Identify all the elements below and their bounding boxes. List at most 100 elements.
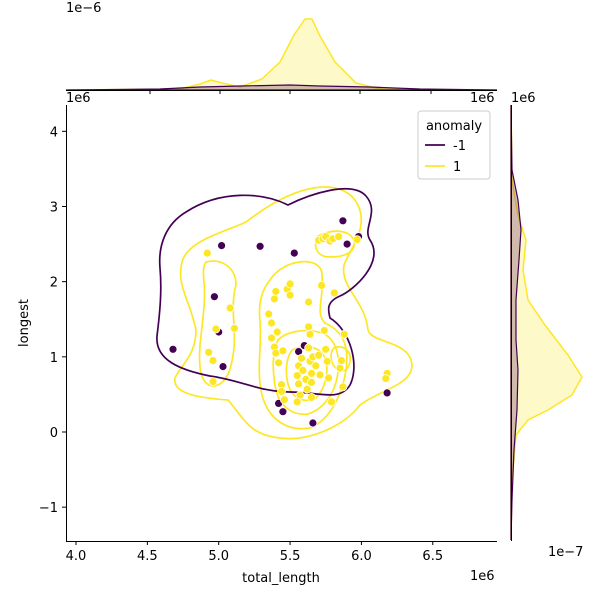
scatter-point-anomaly-1 [285, 290, 295, 300]
scatter-points [168, 216, 392, 428]
scatter-point-anomaly-1 [292, 371, 302, 381]
scatter-point-anomaly-1 [334, 232, 344, 242]
scatter-point-anomaly-1 [202, 248, 212, 258]
scatter-point-anomaly-1 [315, 370, 325, 380]
scatter-point-anomaly-1 [274, 358, 284, 368]
scatter-point-anomaly-1 [292, 397, 302, 407]
scatter-point-anomaly-1 [307, 392, 316, 402]
scatter-point-anomaly-1 [307, 377, 316, 387]
scatter-point-anomaly-1 [304, 343, 314, 353]
kde-contour-anomaly-minus1 [156, 187, 375, 396]
kde-contour-1-core [285, 345, 328, 402]
top-kde-anomaly-1-fill [65, 18, 497, 91]
scatter-point-anomaly-minus1 [218, 362, 228, 372]
scatter-point-anomaly-1 [204, 347, 214, 357]
scatter-point-anomaly-1 [338, 382, 348, 392]
x-tick-label: 4.0 [66, 549, 87, 564]
x-tick-label: 6.0 [351, 549, 372, 564]
scatter-point-anomaly-1 [229, 323, 239, 333]
x-tick-label: 5.5 [280, 549, 301, 564]
y-tick-label: 2 [50, 276, 58, 291]
top-marginal-plot: 1e−6 [65, 1, 498, 94]
scatter-point-anomaly-1 [269, 294, 279, 304]
scatter-point-anomaly-1 [271, 286, 281, 296]
right-marginal-offset-label: 1e−7 [548, 545, 583, 560]
scatter-point-anomaly-1 [208, 377, 218, 387]
x-offset-label: 1e6 [470, 569, 495, 584]
scatter-point-anomaly-minus1 [289, 248, 299, 258]
top-kde-anomaly-minus1-fill [65, 84, 498, 91]
scatter-point-anomaly-1 [211, 324, 221, 334]
right-marginal-plot: 1e−7 [510, 104, 583, 560]
y-axis-label: longest [17, 299, 32, 347]
legend-label-minus1: -1 [453, 139, 466, 154]
scatter-point-anomaly-minus1 [217, 241, 227, 251]
kde-contour-1-inner [272, 329, 340, 416]
legend-label-1: 1 [453, 160, 461, 175]
scatter-point-anomaly-minus1 [168, 344, 178, 354]
scatter-point-anomaly-1 [336, 356, 346, 366]
scatter-point-anomaly-1 [267, 318, 276, 328]
scatter-point-anomaly-1 [294, 379, 304, 389]
right-axis-offset-label: 1e6 [511, 91, 536, 106]
scatter-point-anomaly-1 [225, 303, 235, 313]
scatter-point-anomaly-1 [339, 329, 349, 339]
y-tick-label: −1 [39, 501, 58, 516]
scatter-point-anomaly-1 [305, 329, 315, 339]
scatter-point-anomaly-minus1 [308, 418, 318, 428]
y-tick-label: 3 [50, 200, 58, 215]
y-tick-label: 4 [50, 125, 58, 140]
scatter-point-anomaly-1 [278, 346, 288, 356]
legend: anomaly -1 1 [417, 110, 491, 180]
scatter-point-anomaly-minus1 [255, 241, 265, 251]
scatter-point-anomaly-minus1 [382, 388, 392, 398]
scatter-point-anomaly-minus1 [209, 292, 219, 302]
scatter-point-anomaly-1 [298, 365, 308, 375]
scatter-point-anomaly-1 [304, 297, 314, 307]
scatter-point-anomaly-1 [285, 279, 295, 289]
scatter-point-anomaly-1 [314, 350, 324, 360]
scatter-point-anomaly-1 [208, 356, 218, 366]
scatter-point-anomaly-1 [319, 326, 329, 335]
joint-plot: 4.0 4.5 5.0 5.5 6.0 6.5 −1 0 1 2 3 4 1e6 1e6 1e6 1… [17, 91, 536, 586]
scatter-point-anomaly-1 [304, 322, 314, 332]
right-kde-anomaly-1-fill [510, 104, 583, 541]
y-tick-label: 1 [50, 351, 58, 366]
scatter-point-anomaly-1 [264, 309, 274, 319]
scatter-point-anomaly-1 [277, 386, 286, 396]
legend-frame [417, 110, 491, 180]
scatter-point-anomaly-minus1 [342, 239, 352, 249]
top-marginal-offset-label: 1e−6 [66, 1, 101, 16]
scatter-point-anomaly-1 [321, 344, 331, 354]
x-tick-label: 5.0 [208, 549, 229, 564]
scatter-point-anomaly-1 [352, 235, 362, 245]
scatter-point-anomaly-1 [335, 363, 345, 373]
x-tick-label: 6.5 [422, 549, 443, 564]
legend-title: anomaly [426, 119, 482, 134]
x-offset-label-top: 1e6 [470, 91, 495, 106]
kde-contour-1-upper-right [314, 230, 356, 258]
y-tick-label: 0 [50, 426, 58, 441]
scatter-point-anomaly-1 [272, 327, 282, 337]
y-axis-ticks: −1 0 1 2 3 4 [39, 125, 66, 516]
scatter-point-anomaly-minus1 [278, 407, 288, 417]
y-offset-label: 1e6 [66, 91, 91, 106]
scatter-point-anomaly-1 [311, 361, 321, 371]
scatter-point-anomaly-1 [267, 333, 276, 343]
scatter-point-anomaly-1 [324, 373, 334, 383]
scatter-point-anomaly-1 [297, 353, 306, 363]
scatter-point-anomaly-1 [317, 280, 326, 290]
scatter-point-anomaly-1 [307, 368, 316, 378]
x-axis-label: total_length [242, 571, 320, 586]
scatter-point-anomaly-1 [322, 356, 332, 366]
x-tick-label: 4.5 [137, 549, 158, 564]
x-axis-ticks: 4.0 4.5 5.0 5.5 6.0 6.5 [66, 541, 443, 564]
scatter-point-anomaly-1 [381, 374, 391, 384]
scatter-point-anomaly-minus1 [338, 216, 348, 226]
scatter-point-anomaly-1 [327, 397, 336, 407]
scatter-point-anomaly-1 [279, 395, 289, 405]
kde-contour-1-left-blob [198, 260, 237, 387]
scatter-point-anomaly-1 [302, 384, 312, 394]
scatter-point-anomaly-1 [329, 288, 339, 298]
